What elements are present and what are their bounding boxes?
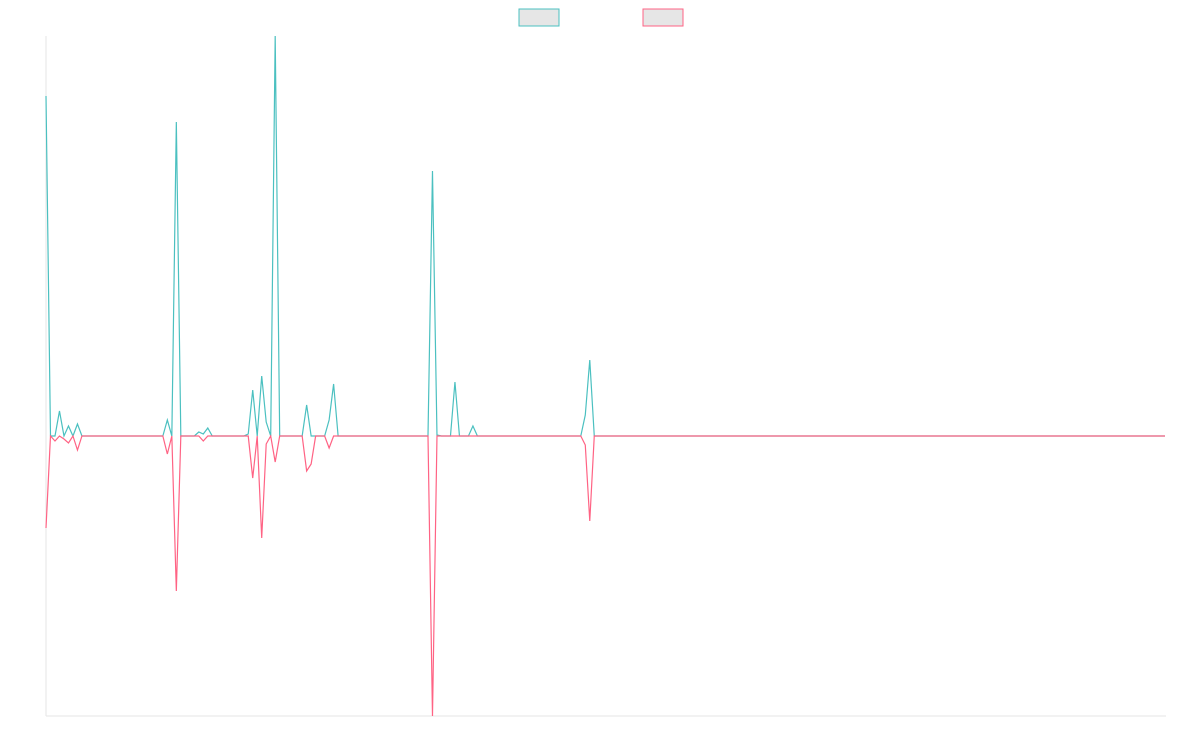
legend-swatch[interactable] (642, 8, 684, 27)
series-line (45, 434, 1165, 717)
legend-swatch[interactable] (518, 8, 560, 27)
series-line (45, 35, 1165, 439)
